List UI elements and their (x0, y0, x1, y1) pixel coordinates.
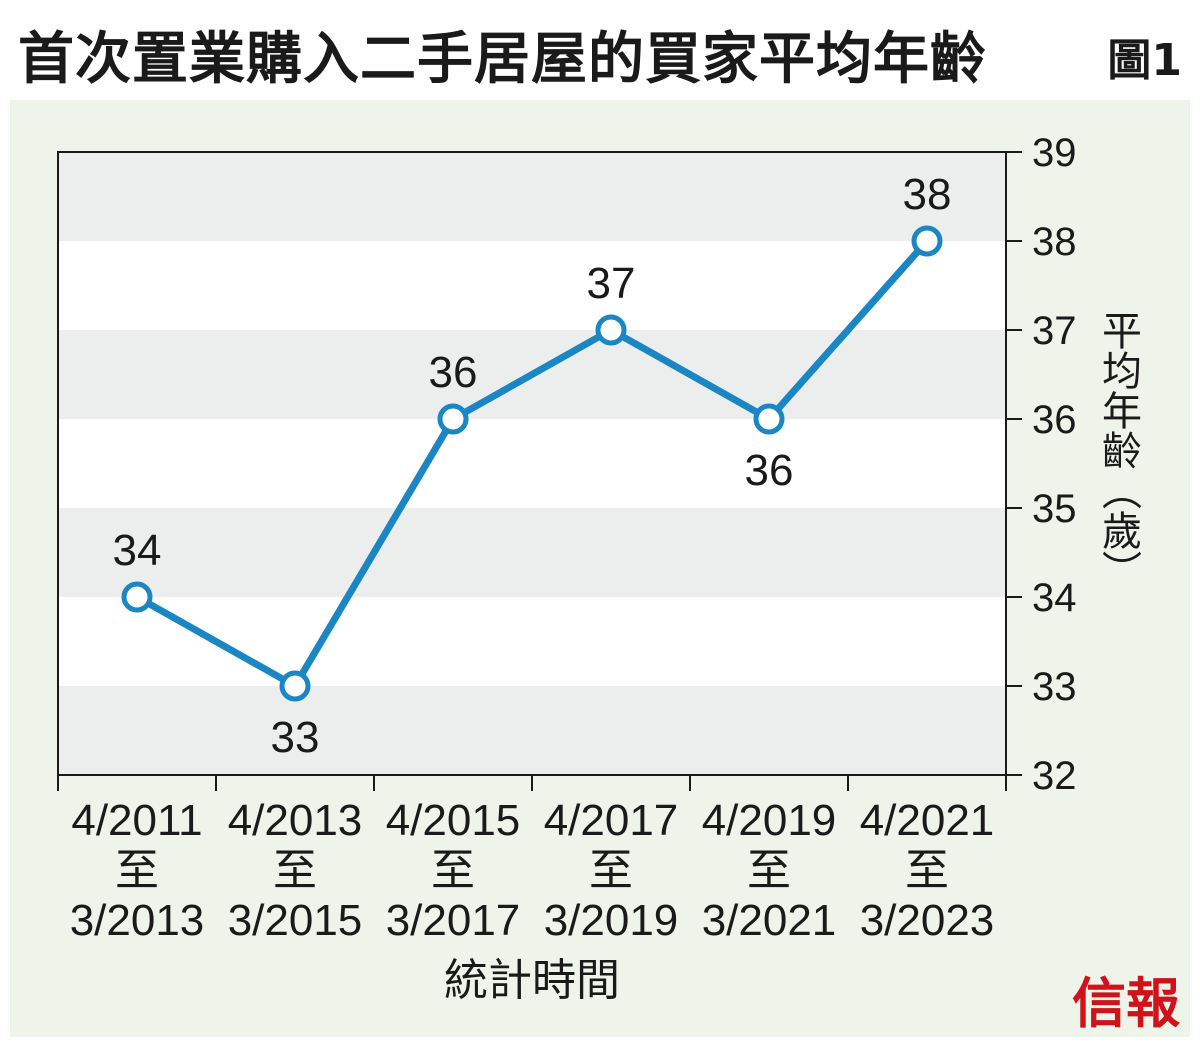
y-tick-label: 33 (1032, 665, 1077, 709)
y-tick-label: 39 (1032, 131, 1077, 175)
y-axis-title-char: 年 (1102, 389, 1142, 435)
x-tick-label: 4/2013 (228, 796, 363, 845)
y-axis-title-char: 齡 (1102, 429, 1142, 475)
data-point (595, 314, 627, 346)
x-tick-label: 至 (905, 846, 949, 895)
chart-title: 首次置業購入二手居屋的買家平均年齡 (18, 27, 987, 92)
x-tick-label: 3/2019 (544, 896, 679, 945)
plot-background (57, 151, 1007, 776)
x-tick-label: 至 (589, 846, 633, 895)
x-tick-label: 3/2015 (228, 896, 363, 945)
y-axis-title-char: 平 (1102, 309, 1142, 355)
data-point (753, 403, 785, 435)
y-axis-title-char: 歲 (1102, 509, 1142, 555)
y-axis-title-char: 均 (1102, 349, 1142, 395)
x-tick-label: 4/2011 (71, 796, 202, 845)
y-tick-label: 35 (1032, 487, 1077, 531)
x-tick-label: 3/2021 (702, 896, 837, 945)
data-point (911, 225, 943, 257)
y-tick-label: 38 (1032, 220, 1077, 264)
x-tick-label: 4/2015 (386, 796, 521, 845)
x-tick-label: 至 (273, 846, 317, 895)
x-axis-title: 統計時間 (444, 956, 620, 1005)
x-tick-label: 3/2013 (70, 896, 205, 945)
data-labels: 34 33 36 37 36 38 (113, 170, 952, 762)
y-tick-label: 32 (1032, 754, 1077, 798)
y-axis: 32 33 34 35 36 37 38 39 (1006, 131, 1077, 798)
data-label: 38 (903, 170, 952, 219)
x-tick-label: 3/2017 (386, 896, 521, 945)
figure-label: 圖1 (1107, 35, 1182, 86)
data-label: 37 (587, 259, 636, 308)
plot-area (58, 152, 1006, 775)
data-point (437, 403, 469, 435)
x-tick-label: 4/2021 (860, 796, 995, 845)
x-axis-ticks (57, 775, 1007, 791)
data-point (121, 581, 153, 613)
x-tick-label: 4/2019 (702, 796, 837, 845)
x-tick-label: 4/2017 (544, 796, 679, 845)
x-axis-labels: 4/2011至3/20134/2013至3/20154/2015至3/20174… (70, 796, 995, 945)
data-label: 33 (271, 713, 320, 762)
y-axis-title: 平均年齡︵歲︶ (1102, 309, 1142, 595)
x-tick-label: 至 (115, 846, 159, 895)
y-tick-label: 34 (1032, 576, 1077, 620)
y-axis-title-char: ︵ (1102, 469, 1142, 515)
brand-logo: 信報 (1072, 971, 1180, 1035)
y-axis-title-char: ︶ (1102, 549, 1142, 595)
header: 首次置業購入二手居屋的買家平均年齡 圖1 (0, 0, 1200, 100)
grid-band (58, 152, 1006, 241)
y-tick-label: 36 (1032, 398, 1077, 442)
x-tick-label: 至 (431, 846, 475, 895)
series-path (135, 238, 930, 690)
series-line (121, 225, 943, 702)
data-label: 36 (745, 446, 794, 495)
x-tick-label: 至 (747, 846, 791, 895)
grid-band (58, 686, 1006, 775)
x-tick-label: 3/2023 (860, 896, 995, 945)
grid-band (58, 508, 1006, 597)
data-label: 36 (429, 348, 478, 397)
data-label: 34 (113, 526, 162, 575)
y-tick-label: 37 (1032, 309, 1077, 353)
data-point (279, 670, 311, 702)
